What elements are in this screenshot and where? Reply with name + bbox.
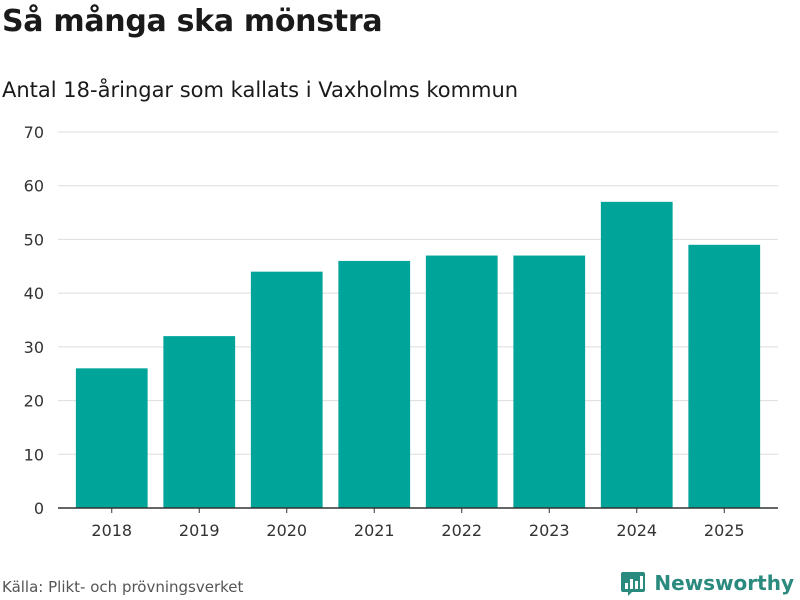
bar-2019 <box>163 336 236 508</box>
bar-2018 <box>75 368 148 508</box>
y-tick-label: 10 <box>24 445 44 464</box>
chart-subtitle: Antal 18-åringar som kallats i Vaxholms … <box>2 78 519 102</box>
y-tick-label: 60 <box>24 177 44 196</box>
bar-2020 <box>250 271 323 508</box>
x-tick-label: 2021 <box>354 521 395 540</box>
y-tick-label: 30 <box>24 338 44 357</box>
brand-name: Newsworthy <box>654 571 794 595</box>
y-tick-label: 40 <box>24 284 44 303</box>
x-tick-label: 2020 <box>266 521 307 540</box>
y-tick-label: 20 <box>24 392 44 411</box>
x-tick-label: 2023 <box>529 521 570 540</box>
bar-2021 <box>338 260 411 508</box>
x-tick-label: 2019 <box>179 521 220 540</box>
brand-logo: Newsworthy <box>620 568 794 598</box>
x-tick-label: 2022 <box>441 521 482 540</box>
bar-2024 <box>600 201 673 509</box>
bar-chart: 0 10 20 30 40 50 60 70 2018 2019 2020 2021 2022 2023 2… <box>24 123 778 540</box>
chart-title: Så många ska mönstra <box>2 4 383 39</box>
y-tick-label: 50 <box>24 230 44 249</box>
x-tick-label: 2018 <box>91 521 132 540</box>
bar-chart-logo-icon <box>621 572 646 596</box>
source-note: Källa: Plikt- och prövningsverket <box>2 578 244 596</box>
y-tick-label: 70 <box>24 123 44 142</box>
x-tick-label: 2024 <box>616 521 657 540</box>
bar-2025 <box>688 244 761 509</box>
bar-2022 <box>425 255 498 508</box>
x-tick-label: 2025 <box>704 521 745 540</box>
y-tick-label: 0 <box>34 499 44 518</box>
bar-2023 <box>513 255 586 508</box>
